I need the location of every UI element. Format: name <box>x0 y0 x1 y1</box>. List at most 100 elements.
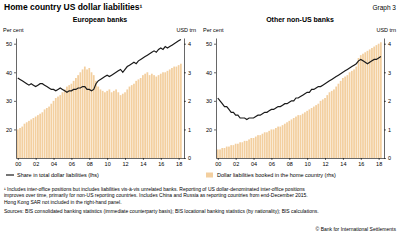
x-axis-tick-mark <box>307 158 308 160</box>
bar <box>268 131 270 158</box>
bar <box>171 68 173 158</box>
figure: Home country US dollar liabilities¹Graph… <box>0 0 400 236</box>
bar <box>288 121 290 158</box>
x-axis-tick-label: 14 <box>340 161 346 167</box>
x-axis-tick-mark <box>325 158 326 160</box>
y-axis-tick-label: 50 <box>6 41 12 47</box>
y2-axis-tick-label: 3 <box>188 70 191 76</box>
bar <box>138 79 140 158</box>
y2-axis-tick-mark <box>184 44 186 45</box>
line <box>218 57 381 120</box>
bar <box>230 145 232 158</box>
bar <box>169 69 171 158</box>
bar <box>88 68 90 158</box>
x-axis-tick-mark <box>125 158 126 160</box>
y2-axis-line <box>384 39 385 159</box>
bar <box>304 112 306 158</box>
y-axis: 20304050 <box>206 39 217 159</box>
bar <box>178 65 180 158</box>
bar <box>293 118 295 158</box>
bar <box>257 135 259 158</box>
bar <box>109 89 111 158</box>
bar <box>28 121 30 158</box>
footnote: ¹ Includes inter-office positions but in… <box>4 186 305 192</box>
y2-axis-tick: 4 <box>184 41 191 47</box>
bar <box>164 72 166 158</box>
x-axis-tick: 16 <box>158 158 164 167</box>
copyright: © Bank for International Settlements <box>316 226 397 232</box>
bar <box>180 64 182 158</box>
bar <box>126 89 128 158</box>
x-axis-tick-label: 06 <box>269 161 275 167</box>
bar <box>140 78 142 158</box>
bar <box>55 98 57 158</box>
bar <box>338 84 340 158</box>
bar <box>39 114 41 158</box>
x-axis-tick-label: 18 <box>176 161 182 167</box>
y2-axis-tick-mark <box>384 44 386 45</box>
bar <box>286 122 288 158</box>
bar <box>135 81 137 158</box>
bar <box>313 107 315 158</box>
y-axis-tick: 50 <box>206 41 216 47</box>
graph-label: Graph 3 <box>373 4 397 12</box>
x-axis-tick: 12 <box>122 158 128 167</box>
bar <box>50 104 52 158</box>
bar <box>153 75 155 158</box>
footnote: improves over time, primarily for non-US… <box>4 192 308 198</box>
bar <box>237 144 239 158</box>
bar <box>367 51 369 158</box>
y2-axis-tick-mark <box>384 129 386 130</box>
y-axis-tick-mark <box>14 129 16 130</box>
bar <box>26 122 28 158</box>
y-axis-tick-mark <box>14 101 16 102</box>
y-axis-tick-mark <box>14 44 16 45</box>
bar <box>35 117 37 158</box>
x-axis-tick-label: 04 <box>251 161 257 167</box>
bar <box>24 124 26 158</box>
bar <box>364 52 366 158</box>
bar <box>346 75 348 158</box>
bar <box>253 138 255 158</box>
y2-axis-tick-mark <box>384 158 386 159</box>
bar <box>155 77 157 158</box>
bar <box>369 49 371 158</box>
x-axis-tick-label: 02 <box>233 161 239 167</box>
bar <box>102 91 104 158</box>
y-axis-tick-label: 40 <box>6 70 12 76</box>
bar <box>250 138 252 158</box>
legend-swatch <box>206 173 213 178</box>
x-axis-tick: 06 <box>269 158 275 167</box>
panel: Other non-US banksPer centUSD trn0002040… <box>203 16 396 178</box>
y-axis-tick-mark <box>214 101 216 102</box>
y2-axis-tick-label: 1 <box>388 127 391 133</box>
bar <box>115 89 117 158</box>
bar <box>158 75 160 158</box>
x-axis-tick: 12 <box>322 158 328 167</box>
x-axis-tick-label: 00 <box>215 161 221 167</box>
x-axis-tick-mark <box>161 158 162 160</box>
bar-series <box>17 64 182 158</box>
bar <box>333 89 335 158</box>
bar <box>362 54 364 158</box>
bar <box>224 148 226 158</box>
x-axis-tick-mark <box>218 158 219 160</box>
y2-axis-tick-label: 0 <box>388 155 391 161</box>
bar <box>124 92 126 158</box>
bar <box>311 108 313 158</box>
y-axis-tick-mark <box>214 129 216 130</box>
y-axis-tick-mark <box>214 44 216 45</box>
bar <box>331 91 333 158</box>
y2-axis-tick-mark <box>184 72 186 73</box>
x-axis-tick-label: 04 <box>51 161 57 167</box>
bar <box>113 91 115 158</box>
bar <box>91 72 93 158</box>
legend-label: Dollar liabilities booked in the home co… <box>217 172 336 178</box>
bar <box>282 125 284 158</box>
bar <box>329 92 331 158</box>
y2-axis-tick-mark <box>184 158 186 159</box>
bar <box>59 95 61 158</box>
bar <box>228 147 230 158</box>
bar <box>300 115 302 158</box>
bar <box>351 71 353 158</box>
